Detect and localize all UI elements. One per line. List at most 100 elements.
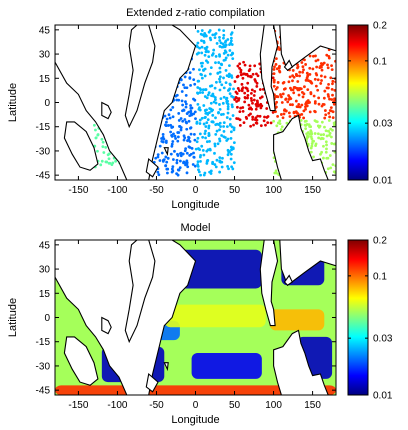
data-point	[296, 112, 300, 115]
data-point	[331, 128, 334, 132]
data-point	[306, 88, 310, 92]
data-point	[291, 79, 294, 83]
data-point	[190, 113, 194, 117]
data-point	[255, 72, 258, 76]
data-point	[226, 107, 230, 111]
data-point	[171, 115, 175, 119]
data-point	[322, 61, 326, 65]
data-point	[220, 62, 223, 66]
data-point	[199, 61, 203, 65]
data-point	[314, 84, 318, 88]
data-point	[238, 123, 242, 127]
data-point	[186, 139, 189, 143]
landmass	[145, 372, 159, 393]
data-point	[232, 141, 236, 145]
data-point	[278, 69, 281, 73]
data-point	[170, 144, 174, 148]
data-point	[203, 88, 207, 92]
data-point	[206, 118, 210, 122]
data-point	[218, 88, 222, 92]
data-point	[254, 107, 258, 111]
data-point	[214, 132, 218, 136]
data-point	[165, 120, 168, 124]
data-point	[265, 116, 269, 119]
data-point	[211, 92, 215, 96]
data-point	[228, 74, 232, 77]
data-point	[326, 93, 330, 96]
data-point	[206, 159, 210, 162]
data-point	[229, 36, 233, 40]
data-point	[174, 137, 177, 140]
data-point	[164, 155, 168, 159]
data-point	[228, 92, 232, 96]
data-point	[253, 118, 257, 122]
data-point	[176, 154, 180, 157]
data-point	[320, 79, 323, 82]
data-point	[329, 166, 333, 170]
data-point	[233, 98, 237, 101]
data-point	[298, 105, 302, 109]
data-point	[184, 93, 188, 97]
data-point	[222, 36, 225, 40]
data-point	[263, 115, 266, 119]
data-point	[189, 109, 193, 113]
data-point	[330, 68, 334, 72]
data-point	[193, 82, 197, 86]
data-point	[308, 54, 312, 58]
data-point	[202, 34, 206, 38]
data-point	[225, 116, 229, 119]
data-point	[114, 159, 117, 163]
data-point	[169, 130, 173, 134]
data-point	[226, 164, 229, 168]
data-point	[187, 145, 191, 149]
data-point	[313, 101, 317, 105]
data-point	[313, 77, 317, 81]
data-point	[239, 68, 243, 72]
data-point	[206, 61, 210, 64]
data-point	[182, 83, 185, 87]
data-point	[251, 72, 255, 76]
data-point	[215, 41, 219, 45]
data-point	[303, 119, 307, 123]
data-point	[184, 161, 188, 165]
data-point	[291, 103, 294, 107]
data-point	[216, 71, 220, 75]
data-point	[183, 75, 187, 79]
data-point	[332, 121, 336, 125]
data-point	[185, 86, 189, 90]
data-point	[178, 166, 182, 169]
data-point	[212, 94, 215, 98]
data-point	[287, 94, 290, 97]
data-point	[185, 171, 189, 175]
data-point	[200, 29, 204, 32]
data-point	[228, 49, 232, 52]
data-point	[173, 134, 177, 138]
data-point	[320, 68, 324, 72]
data-point	[245, 72, 249, 76]
data-point	[213, 86, 217, 90]
data-point	[222, 33, 226, 37]
data-point	[198, 46, 201, 50]
data-point	[205, 149, 209, 153]
data-point	[211, 33, 215, 37]
data-point	[322, 156, 325, 160]
data-point	[170, 126, 174, 129]
data-point	[295, 73, 298, 77]
data-point	[154, 156, 158, 160]
data-point	[324, 113, 328, 117]
x-axis-label: Longitude	[171, 199, 219, 211]
data-point	[209, 101, 213, 105]
data-point	[104, 145, 108, 149]
data-point	[255, 99, 259, 103]
data-point	[214, 165, 218, 169]
landmass	[279, 240, 336, 287]
data-point	[269, 121, 273, 125]
data-point	[197, 79, 201, 83]
data-point	[228, 64, 231, 67]
data-point	[189, 132, 193, 136]
data-point	[319, 133, 323, 137]
colorbar-tick-label: 0.1	[373, 271, 387, 282]
data-point	[328, 154, 332, 157]
data-point	[101, 145, 105, 149]
data-point	[242, 60, 245, 64]
